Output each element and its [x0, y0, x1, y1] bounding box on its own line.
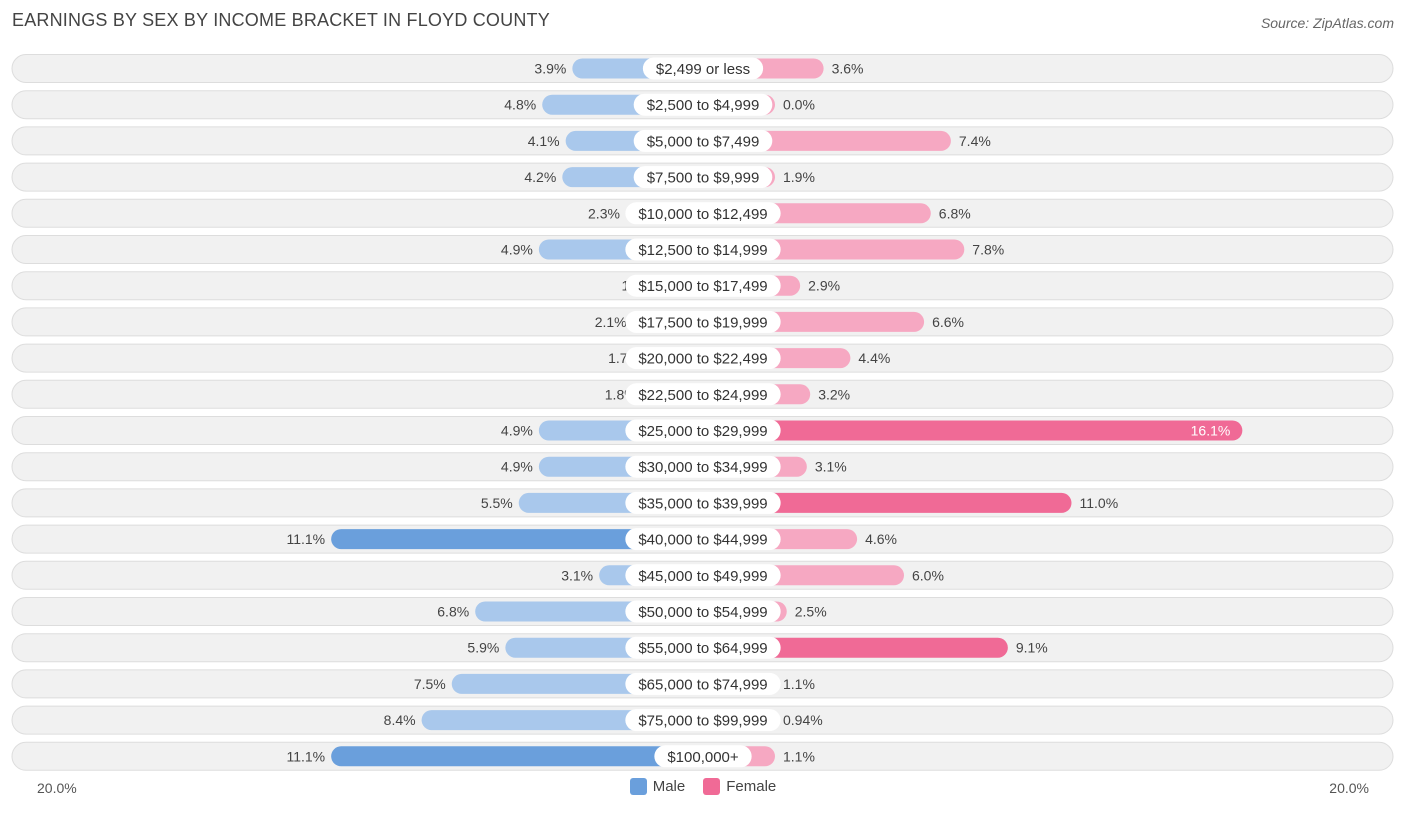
female-value-label: 0.0% [783, 97, 815, 113]
category-pill [625, 310, 781, 333]
legend-swatch-female [703, 778, 721, 795]
category-pill [625, 455, 781, 478]
female-value-label: 3.6% [832, 61, 864, 77]
male-value-label: 5.5% [481, 495, 513, 511]
category-pill [625, 528, 781, 551]
category-pill [625, 564, 781, 587]
category-label: $25,000 to $29,999 [638, 423, 767, 440]
category-label: $50,000 to $54,999 [638, 604, 767, 621]
male-bar [331, 529, 703, 550]
male-value-label: 3.9% [534, 61, 566, 77]
male-value-label: 8.4% [384, 712, 416, 728]
category-label: $15,000 to $17,499 [638, 278, 767, 295]
category-pill [633, 166, 773, 189]
category-pill [633, 93, 773, 116]
female-value-label: 6.8% [939, 205, 971, 221]
category-label: $22,500 to $24,999 [638, 387, 767, 404]
category-pill [625, 347, 781, 370]
legend-swatch-male [629, 778, 647, 795]
male-value-label: 4.9% [501, 423, 533, 439]
female-value-label: 4.4% [858, 350, 890, 366]
chart-source: Source: ZipAtlas.com [1260, 15, 1394, 31]
category-label: $10,000 to $12,499 [638, 206, 767, 223]
category-label: $40,000 to $44,999 [638, 532, 767, 549]
category-pill [625, 419, 781, 442]
male-value-label: 7.5% [414, 676, 446, 692]
female-value-label: 0.94% [783, 712, 823, 728]
female-value-label: 1.1% [783, 676, 815, 692]
female-value-label: 16.1% [1191, 423, 1231, 439]
male-value-label: 11.1% [286, 748, 325, 764]
female-value-label: 3.2% [818, 386, 850, 402]
category-label: $5,000 to $7,499 [647, 133, 760, 150]
category-label: $2,500 to $4,999 [647, 97, 760, 114]
male-value-label: 4.9% [501, 242, 533, 258]
legend-item-female[interactable]: Female [703, 778, 776, 795]
category-pill [625, 383, 781, 406]
category-pill [633, 129, 773, 152]
legend-item-male[interactable]: Male [629, 778, 686, 795]
category-pill [642, 57, 764, 80]
category-pill [625, 709, 781, 732]
legend-label-male: Male [652, 778, 686, 795]
category-label: $45,000 to $49,999 [638, 568, 767, 585]
category-label: $17,500 to $19,999 [638, 314, 767, 331]
female-bar [703, 420, 1243, 441]
female-value-label: 6.0% [912, 567, 944, 583]
axis-right-label: 20.0% [1329, 780, 1369, 796]
female-value-label: 4.6% [865, 531, 897, 547]
female-value-label: 7.8% [972, 242, 1004, 258]
category-pill [625, 600, 781, 623]
male-value-label: 4.2% [524, 169, 556, 185]
female-value-label: 2.9% [808, 278, 840, 294]
female-value-label: 1.1% [783, 748, 815, 764]
category-pill [625, 274, 781, 297]
chart-title: EARNINGS BY SEX BY INCOME BRACKET IN FLO… [12, 10, 550, 30]
male-value-label: 6.8% [437, 604, 469, 620]
category-label: $100,000+ [667, 749, 739, 766]
male-value-label: 4.8% [504, 97, 536, 113]
category-pill [625, 672, 781, 695]
category-label: $30,000 to $34,999 [638, 459, 767, 476]
female-value-label: 2.5% [795, 604, 827, 620]
chart-plot: 3.9% 3.6% $2,499 or less 4.8% 0.0% $2,500 to … [11, 54, 1394, 771]
female-value-label: 1.9% [783, 169, 815, 185]
category-pill [625, 636, 781, 659]
category-label: $75,000 to $99,999 [638, 713, 767, 730]
female-value-label: 9.1% [1016, 640, 1048, 656]
male-value-label: 5.9% [467, 640, 499, 656]
category-label: $12,500 to $14,999 [638, 242, 767, 259]
axis-left-label: 20.0% [37, 780, 77, 796]
female-value-label: 6.6% [932, 314, 964, 330]
male-value-label: 2.1% [595, 314, 627, 330]
category-label: $20,000 to $22,499 [638, 351, 767, 368]
female-bar [703, 492, 1072, 513]
category-label: $55,000 to $64,999 [638, 640, 767, 657]
legend: Male Female [0, 778, 1406, 795]
female-value-label: 7.4% [959, 133, 991, 149]
female-value-label: 11.0% [1080, 495, 1119, 511]
male-value-label: 2.3% [588, 205, 620, 221]
category-label: $2,499 or less [656, 61, 750, 78]
category-pill [625, 238, 781, 261]
category-label: $7,500 to $9,999 [647, 170, 760, 187]
category-pill [625, 202, 781, 225]
male-bar [331, 746, 703, 767]
category-label: $35,000 to $39,999 [638, 495, 767, 512]
male-value-label: 11.1% [286, 531, 325, 547]
male-value-label: 4.9% [501, 459, 533, 475]
category-pill [625, 491, 781, 514]
female-value-label: 3.1% [815, 459, 847, 475]
legend-label-female: Female [726, 778, 777, 795]
category-pill [654, 745, 752, 768]
category-label: $65,000 to $74,999 [638, 676, 767, 693]
male-value-label: 3.1% [561, 567, 593, 583]
male-value-label: 4.1% [528, 133, 560, 149]
